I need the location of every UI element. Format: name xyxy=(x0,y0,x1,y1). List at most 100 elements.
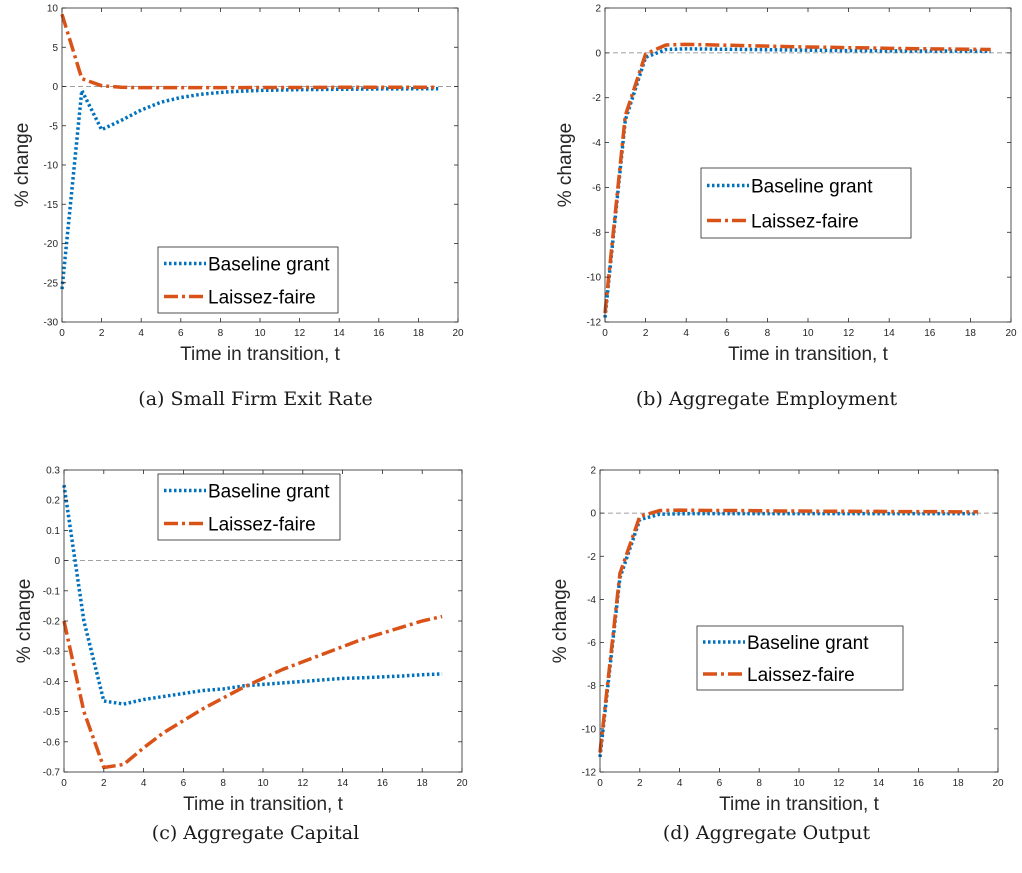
chart-panel-b: 0 2 4 6 8 10 12 14 16 18 20 -12 -10 -8 -6 -4 -2 0 2 Time in… xyxy=(511,0,1022,436)
y-tick-label: -4 xyxy=(592,138,601,149)
chart-svg-d: 0 2 4 6 8 10 12 14 16 18 20 -12 -10 -8 -6 -4 -2 0 2 Time in… xyxy=(550,466,1004,816)
y-tick-label: -6 xyxy=(592,183,601,194)
y-tick-label: -0.3 xyxy=(43,647,61,658)
y-tick-label: -0.1 xyxy=(43,586,61,597)
chart-svg-c: 0 2 4 6 8 10 12 14 16 18 20 -0.7 -0.6 -0.5 -0.4 -0.3 -0.… xyxy=(14,466,468,816)
x-tick-label: 6 xyxy=(178,328,184,339)
y-tick-label: -0.2 xyxy=(43,617,61,628)
legend-label: Baseline grant xyxy=(208,255,330,276)
x-tick-label: 4 xyxy=(683,328,689,339)
y-tick-label: -20 xyxy=(44,239,59,250)
x-tick-label: 2 xyxy=(101,778,107,789)
y-tick-label: -15 xyxy=(44,200,59,211)
chart-panel-a: 0 2 4 6 8 10 12 14 16 18 20 -30 -25 -20 -15 -10 -5 0 5 10 Ti… xyxy=(0,0,511,436)
x-tick-label: 8 xyxy=(218,328,224,339)
axes-box xyxy=(604,7,1012,323)
x-axis-label: Time in transition, t xyxy=(728,344,889,365)
x-tick-label: 18 xyxy=(417,778,429,789)
baseline-grant-line xyxy=(62,484,443,706)
y-tick-label: -10 xyxy=(587,273,602,284)
y-tick-label: -8 xyxy=(592,228,601,239)
legend-label: Laissez-faire xyxy=(208,288,316,309)
legend: Baseline grant Laissez-faire xyxy=(700,167,912,239)
y-tick-label: -0.4 xyxy=(43,677,61,688)
y-tick-label: 10 xyxy=(47,4,59,15)
y-tick-label: -12 xyxy=(582,768,597,779)
legend: Baseline grant Laissez-faire xyxy=(696,625,904,691)
x-tick-label: 20 xyxy=(456,778,468,789)
x-tick-label: 6 xyxy=(717,778,723,789)
x-tick-label: 2 xyxy=(99,328,105,339)
x-tick-label: 0 xyxy=(59,328,65,339)
x-tick-label: 16 xyxy=(913,778,925,789)
legend-box xyxy=(696,625,904,691)
x-tick-label: 8 xyxy=(220,778,226,789)
x-tick-label: 4 xyxy=(138,328,144,339)
caption-b: (b) Aggregate Employment xyxy=(635,388,898,410)
x-tick-label: 14 xyxy=(337,778,349,789)
x-tick-label: 4 xyxy=(677,778,683,789)
y-tick-label: 2 xyxy=(595,4,601,15)
x-tick-label: 20 xyxy=(1005,328,1017,339)
y-tick-label: -10 xyxy=(44,161,59,172)
x-tick-label: 18 xyxy=(413,328,425,339)
x-tick-label: 12 xyxy=(833,778,845,789)
x-tick-label: 12 xyxy=(297,778,309,789)
y-tick-label: 0.1 xyxy=(46,526,60,537)
legend-box xyxy=(700,167,912,239)
chart-panel-d: 0 2 4 6 8 10 12 14 16 18 20 -12 -10 -8 -6 -4 -2 0 2 Time in… xyxy=(511,436,1022,873)
x-tick-label: 2 xyxy=(643,328,649,339)
y-tick-label: 0 xyxy=(54,556,60,567)
y-tick-label: -5 xyxy=(49,121,58,132)
legend-label: Laissez-faire xyxy=(747,665,855,686)
x-tick-label: 16 xyxy=(377,778,389,789)
x-tick-label: 10 xyxy=(802,328,814,339)
x-tick-label: 14 xyxy=(873,778,885,789)
y-tick-label: -0.5 xyxy=(43,707,61,718)
x-tick-label: 0 xyxy=(597,778,603,789)
y-tick-label: 0 xyxy=(52,82,58,93)
x-tick-label: 10 xyxy=(793,778,805,789)
y-axis-label: % change xyxy=(555,123,576,208)
x-tick-label: 16 xyxy=(373,328,385,339)
y-axis-label: % change xyxy=(550,579,571,664)
legend-label: Baseline grant xyxy=(747,633,869,654)
legend-box xyxy=(157,246,339,314)
y-axis-label: % change xyxy=(12,123,33,208)
x-tick-label: 6 xyxy=(724,328,730,339)
legend-label: Laissez-faire xyxy=(208,515,316,536)
x-tick-label: 16 xyxy=(924,328,936,339)
chart-panel-c: 0 2 4 6 8 10 12 14 16 18 20 -0.7 -0.6 -0.5 -0.4 -0.3 -0.… xyxy=(0,436,511,873)
x-tick-label: 8 xyxy=(765,328,771,339)
laissez-faire-line xyxy=(62,614,443,770)
y-axis-label: % change xyxy=(14,579,35,664)
laissez-faire-line xyxy=(603,42,991,314)
y-tick-label: -2 xyxy=(592,93,601,104)
x-axis-label: Time in transition, t xyxy=(180,344,341,365)
legend-box xyxy=(157,473,341,541)
legend-label: Laissez-faire xyxy=(751,212,859,233)
caption-a: (a) Small Firm Exit Rate xyxy=(138,388,373,410)
caption-d: (d) Aggregate Output xyxy=(662,822,871,844)
x-tick-label: 6 xyxy=(181,778,187,789)
x-tick-label: 4 xyxy=(141,778,147,789)
y-tick-label: 0 xyxy=(595,48,601,59)
x-tick-label: 0 xyxy=(602,328,608,339)
x-tick-label: 18 xyxy=(953,778,965,789)
y-tick-label: -6 xyxy=(587,638,596,649)
legend: Baseline grant Laissez-faire xyxy=(157,473,341,541)
caption-c: (c) Aggregate Capital xyxy=(151,822,360,844)
y-tick-label: 5 xyxy=(52,43,58,54)
legend-label: Baseline grant xyxy=(208,482,330,503)
y-tick-label: -10 xyxy=(582,724,597,735)
y-tick-label: -4 xyxy=(587,595,596,606)
x-tick-label: 2 xyxy=(637,778,643,789)
chart-svg-a: 0 2 4 6 8 10 12 14 16 18 20 -30 -25 -20 -15 -10 -5 0 5 10 Ti… xyxy=(12,4,464,366)
x-tick-label: 14 xyxy=(884,328,896,339)
baseline-grant-line xyxy=(598,511,979,758)
x-tick-label: 20 xyxy=(992,778,1004,789)
y-tick-label: -8 xyxy=(587,681,596,692)
y-tick-label: 0.2 xyxy=(46,496,60,507)
laissez-faire-line xyxy=(60,13,439,90)
y-tick-label: -0.6 xyxy=(43,737,61,748)
